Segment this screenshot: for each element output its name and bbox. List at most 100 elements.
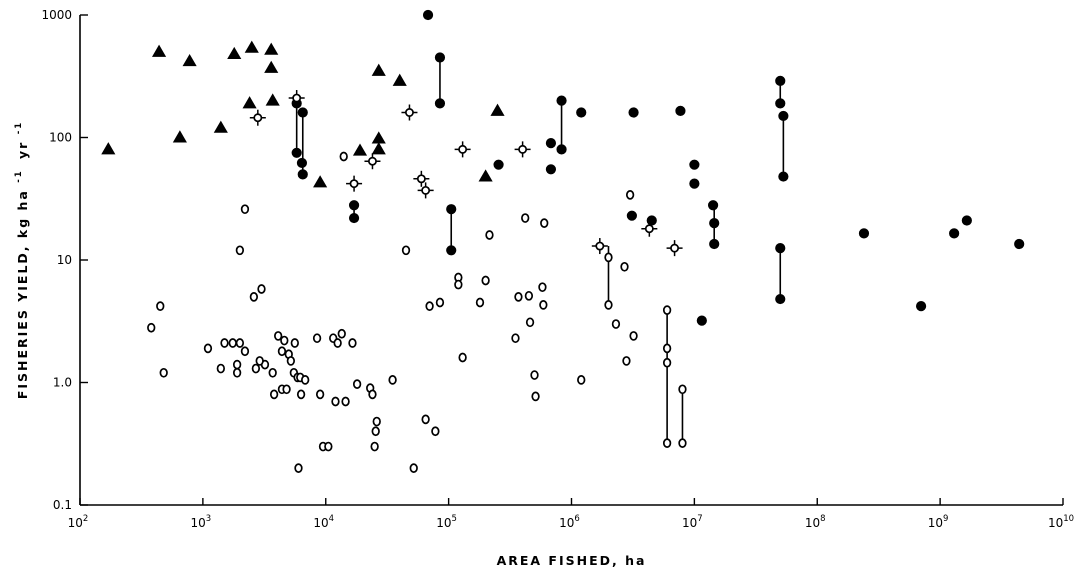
filled-circle-point [858,228,870,239]
filled-circle-point [1014,238,1025,250]
open-circle-point [511,333,520,344]
open-circle-point [611,319,621,329]
filled-circle-point [297,169,308,180]
filled-circle-point [422,9,434,21]
open-circle-point [282,384,291,395]
filled-triangle-point [392,73,407,86]
x-axis-title: AREA FISHED, ha [497,553,647,568]
open-circle-point [625,190,635,200]
open-circle-point [331,396,340,407]
x-tick-label: 1010 [1048,514,1074,530]
crossed-circle-point [591,238,608,255]
x-tick-label: 109 [928,514,949,530]
open-circle-point [159,367,168,378]
open-circle-point [269,389,279,400]
filled-circle-point [434,98,446,109]
open-circle-point [277,346,287,357]
filled-triangle-point [264,42,279,55]
filled-circle-point [775,293,786,305]
open-circle-point [312,333,322,344]
filled-triangle-point [265,93,280,106]
open-circle-point [678,438,687,448]
filled-circle-point [348,200,360,211]
open-circle-point [257,284,266,294]
filled-circle-point [446,204,457,215]
filled-circle-point [296,157,308,169]
filled-circle-point [545,138,557,149]
open-circle-point [240,204,250,215]
open-circle-point [604,300,613,310]
filled-circle-point [709,218,720,229]
filled-circle-point [434,52,446,63]
y-axis-title-unit: yr [15,141,30,159]
y-tick-label: 1000 [41,8,72,22]
filled-triangle-point [371,142,386,155]
open-circle-point [280,335,289,346]
x-tick-label: 107 [682,514,703,530]
open-circle-point [475,297,485,308]
open-circle-point [228,338,237,348]
open-circle-point [531,391,540,402]
filled-triangle-point [313,175,328,188]
crossed-circle-point [364,153,381,170]
x-tick-label: 105 [436,514,457,530]
filled-triangle-point [478,169,493,182]
filled-circle-point [297,107,308,118]
x-tick-label: 103 [191,514,212,530]
open-circle-point [530,370,539,380]
open-circle-point [232,367,242,378]
y-tick-label: 1.0 [53,376,72,390]
open-circle-point [333,338,342,348]
open-circle-point [662,343,672,354]
y-tick-label: 10 [57,253,72,267]
open-circle-point [255,356,264,366]
crossed-circle-point [413,170,430,187]
open-circle-point [368,389,377,400]
y-axis-title-exponent-2: -1 [14,121,24,134]
open-circle-point [268,367,277,378]
open-circle-point [485,230,494,240]
x-axis-ticks: 102 103 104 105 106 107 108 109 1010 [68,498,1074,530]
open-circle-point [370,441,379,452]
filled-circle-point [949,228,960,239]
filled-triangle-point [244,40,259,53]
crossed-circle-point [346,175,363,192]
open-circle-point [251,363,261,374]
x-tick-label: 102 [68,514,89,530]
open-circle-point [296,389,306,400]
open-circle-point [421,414,430,425]
open-circle-point [301,375,310,385]
filled-triangle-point [371,131,386,144]
filled-circle-point [709,238,720,250]
filled-circle-point [545,164,557,175]
crossed-circle-point [454,141,471,158]
filled-circle-point [626,210,637,221]
y-axis-title-main: FISHERIES YIELD, kg ha [15,189,30,399]
open-circle-point [235,338,245,348]
filled-circle-point [291,147,302,158]
filled-triangle-point [352,143,368,156]
filled-circle-point [915,301,927,312]
open-circle-point [156,301,165,312]
filled-circle-point [707,200,719,211]
open-circle-point [662,357,672,368]
y-tick-label: 100 [49,131,72,145]
filled-triangle-point [264,60,279,73]
open-circle-point [539,300,548,310]
open-circle-point [525,317,535,328]
open-circle-point [388,375,397,385]
filled-circle-point [628,107,639,118]
y-axis-title: FISHERIES YIELD, kg ha -1 yr -1 [14,121,30,399]
open-circle-point [662,438,672,448]
open-circle-point [220,338,229,348]
filled-triangle-point [227,46,242,60]
y-axis-ticks: 0.1 1.0 10 100 1000 [41,8,88,512]
filled-circle-point [446,245,457,256]
open-circle-point [521,213,530,223]
filled-triangle-point [242,96,257,109]
filled-circle-point [493,159,504,170]
x-tick-label: 108 [805,514,826,530]
x-tick-label: 104 [313,514,334,530]
filled-triangle-point [371,63,386,76]
